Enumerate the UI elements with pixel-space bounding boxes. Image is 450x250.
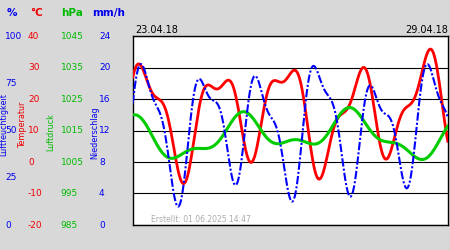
Text: 40: 40: [28, 32, 39, 41]
Text: Temperatur: Temperatur: [18, 102, 27, 148]
Text: 20: 20: [28, 94, 39, 104]
Text: 30: 30: [28, 63, 40, 72]
Text: 995: 995: [61, 189, 78, 198]
Text: 8: 8: [99, 158, 105, 167]
Text: 10: 10: [28, 126, 40, 135]
Text: 4: 4: [99, 189, 104, 198]
Text: 75: 75: [5, 79, 17, 88]
Text: 1045: 1045: [61, 32, 84, 41]
Text: Luftfeuchtigkeit: Luftfeuchtigkeit: [0, 94, 8, 156]
Text: 1015: 1015: [61, 126, 84, 135]
Text: Niederschlag: Niederschlag: [90, 106, 99, 159]
Text: 20: 20: [99, 63, 110, 72]
Text: -20: -20: [28, 220, 42, 230]
Text: 29.04.18: 29.04.18: [405, 25, 448, 35]
Text: 100: 100: [5, 32, 22, 41]
Text: mm/h: mm/h: [92, 8, 125, 18]
Text: 985: 985: [61, 220, 78, 230]
Text: 1025: 1025: [61, 94, 84, 104]
Text: Luftdruck: Luftdruck: [46, 114, 55, 152]
Text: 50: 50: [5, 126, 17, 135]
Text: 0: 0: [99, 220, 105, 230]
Text: 0: 0: [5, 220, 11, 230]
Text: °C: °C: [30, 8, 43, 18]
Text: 23.04.18: 23.04.18: [135, 25, 178, 35]
Text: 12: 12: [99, 126, 110, 135]
Text: 24: 24: [99, 32, 110, 41]
Text: 1005: 1005: [61, 158, 84, 167]
Text: Erstellt: 01.06.2025 14:47: Erstellt: 01.06.2025 14:47: [151, 215, 251, 224]
Text: 0: 0: [28, 158, 34, 167]
Text: 25: 25: [5, 173, 17, 182]
Text: 1035: 1035: [61, 63, 84, 72]
Text: %: %: [7, 8, 17, 18]
Text: 16: 16: [99, 94, 111, 104]
Text: -10: -10: [28, 189, 43, 198]
Text: hPa: hPa: [61, 8, 83, 18]
